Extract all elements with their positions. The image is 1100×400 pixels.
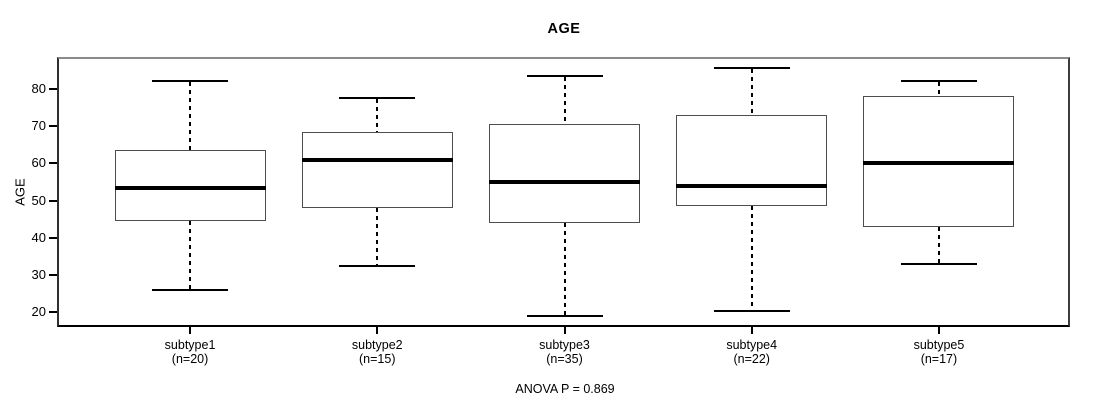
median-line bbox=[114, 185, 266, 190]
anova-annotation: ANOVA P = 0.869 bbox=[515, 382, 615, 396]
whisker-high-line bbox=[937, 82, 940, 97]
y-tick-mark bbox=[49, 311, 57, 314]
box bbox=[301, 131, 453, 209]
whisker-low-line bbox=[563, 222, 566, 316]
x-tick-mark bbox=[376, 327, 379, 334]
whisker-low-cap bbox=[713, 309, 790, 312]
whisker-low-line bbox=[750, 206, 753, 310]
y-tick-mark bbox=[49, 124, 57, 127]
x-tick-mark bbox=[189, 327, 192, 334]
category-label: subtype3 (n=35) bbox=[539, 338, 590, 366]
x-tick-mark bbox=[750, 327, 753, 334]
y-tick-label: 40 bbox=[31, 229, 46, 245]
box bbox=[676, 114, 828, 207]
y-tick-label: 50 bbox=[31, 192, 46, 208]
y-tick-label: 30 bbox=[31, 267, 46, 283]
y-tick-mark bbox=[49, 87, 57, 90]
y-tick-label: 60 bbox=[31, 155, 46, 171]
x-tick-mark bbox=[563, 327, 566, 334]
whisker-high-cap bbox=[713, 67, 790, 70]
whisker-high-line bbox=[563, 76, 566, 125]
x-tick-mark bbox=[937, 327, 940, 334]
whisker-high-cap bbox=[339, 97, 416, 100]
whisker-high-cap bbox=[900, 80, 977, 83]
y-tick-mark bbox=[49, 162, 57, 165]
whisker-low-cap bbox=[339, 264, 416, 267]
median-line bbox=[489, 179, 640, 184]
category-label: subtype1 (n=20) bbox=[164, 338, 216, 366]
median-line bbox=[676, 183, 828, 188]
whisker-low-cap bbox=[526, 315, 603, 318]
median-line bbox=[863, 161, 1015, 166]
whisker-high-cap bbox=[526, 74, 603, 77]
whisker-high-line bbox=[376, 99, 379, 132]
whisker-low-cap bbox=[900, 262, 977, 265]
y-tick-mark bbox=[49, 274, 57, 277]
category-label: subtype2 (n=15) bbox=[351, 338, 403, 366]
whisker-high-cap bbox=[152, 80, 229, 83]
y-tick-label: 70 bbox=[31, 117, 46, 133]
whisker-low-line bbox=[376, 208, 379, 265]
median-line bbox=[301, 157, 453, 162]
y-tick-mark bbox=[49, 236, 57, 239]
box bbox=[489, 124, 640, 223]
category-label: subtype5 (n=17) bbox=[913, 338, 965, 366]
whisker-high-line bbox=[189, 82, 192, 151]
category-label: subtype4 (n=22) bbox=[726, 338, 778, 366]
y-tick-label: 80 bbox=[31, 80, 46, 96]
whisker-low-cap bbox=[152, 289, 229, 292]
chart-title: AGE bbox=[547, 21, 581, 37]
y-tick-mark bbox=[49, 199, 57, 202]
whisker-low-line bbox=[189, 221, 192, 290]
y-tick-label: 20 bbox=[31, 304, 46, 320]
whisker-high-line bbox=[750, 69, 753, 115]
whisker-low-line bbox=[937, 226, 940, 263]
